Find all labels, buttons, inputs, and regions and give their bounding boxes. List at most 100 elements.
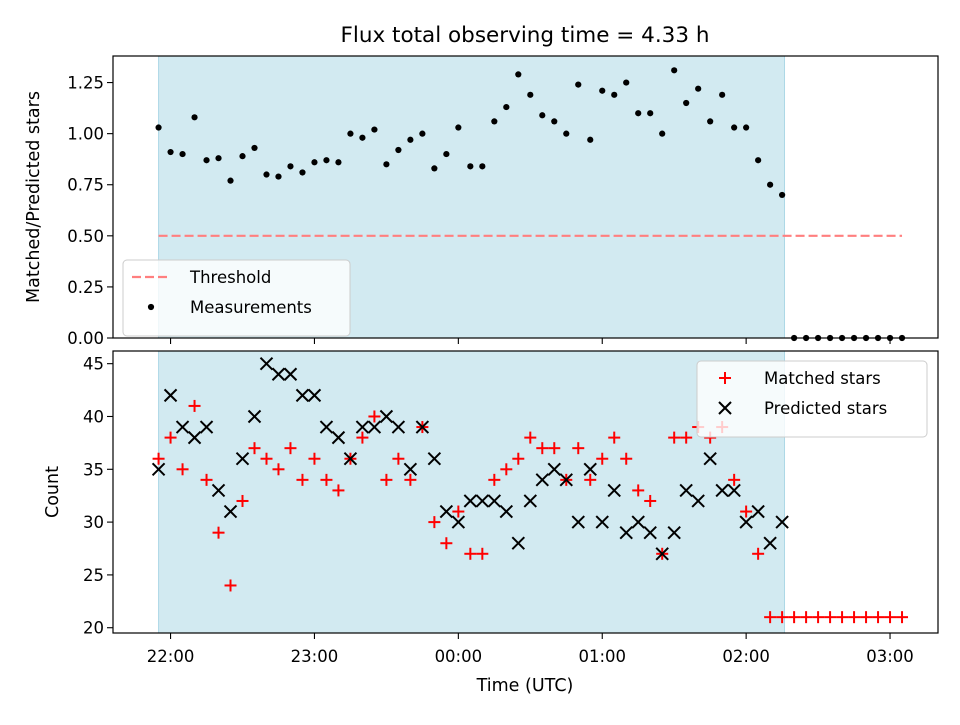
predicted-stars-point <box>595 515 609 529</box>
measurements-point <box>347 130 354 137</box>
matched-stars-point <box>356 431 369 444</box>
x-tick-label: 00:00 <box>435 647 483 666</box>
measurements-point <box>719 91 726 98</box>
predicted-stars-point <box>559 473 573 487</box>
measurements-point <box>311 159 318 166</box>
matched-stars-point <box>632 484 645 497</box>
matched-stars-point <box>764 611 777 624</box>
x-stroke-b <box>535 473 549 487</box>
x-stroke-b <box>283 367 298 381</box>
predicted-stars-point <box>679 483 693 498</box>
matched-stars-point <box>308 452 321 465</box>
predicted-stars-point <box>583 462 597 476</box>
x-stroke-b <box>403 462 418 476</box>
predicted-stars-point <box>703 452 717 466</box>
matched-stars-point <box>392 452 405 465</box>
predicted-stars-point <box>499 504 514 519</box>
matched-stars-point <box>536 442 549 455</box>
measurements-point <box>743 124 750 131</box>
matched-stars-point <box>728 473 741 486</box>
matched-stars-point <box>368 410 381 423</box>
measurements-point <box>647 110 654 117</box>
matched-stars-point <box>512 452 525 465</box>
measurements-point <box>479 163 486 170</box>
x-stroke-b <box>667 525 681 540</box>
matched-stars-point <box>260 452 273 465</box>
measurements-point <box>503 103 510 111</box>
matched-stars-point <box>332 484 345 497</box>
x-stroke-b <box>475 494 490 508</box>
predicted-stars-point <box>151 462 166 476</box>
measurements-point <box>263 171 270 178</box>
y-tick-label: 0.00 <box>67 329 104 348</box>
predicted-stars-point <box>223 504 238 519</box>
x-tick-label: 01:00 <box>578 647 626 666</box>
legend-measurements-swatch <box>147 303 155 311</box>
x-stroke-b <box>511 536 526 550</box>
matched-stars-point <box>428 516 441 529</box>
matched-stars-point <box>284 442 297 455</box>
predicted-stars-point <box>535 473 549 487</box>
predicted-stars-point <box>751 504 765 519</box>
x-stroke-b <box>463 494 478 508</box>
measurements-point <box>155 124 162 131</box>
matched-stars-point <box>668 431 681 444</box>
measurements-point <box>179 150 186 158</box>
bottom-plot-area <box>151 356 909 624</box>
matched-stars-point <box>848 611 861 624</box>
y-tick-label: 45 <box>83 355 104 374</box>
measurements-point <box>239 153 246 160</box>
legend-label: Threshold <box>189 268 271 287</box>
matched-stars-point <box>440 537 453 550</box>
predicted-stars-point <box>727 483 741 498</box>
matched-stars-point <box>476 547 489 560</box>
measurements-point <box>371 126 378 133</box>
measurements-point <box>299 169 306 176</box>
measurements-point <box>539 112 546 119</box>
matched-stars-point <box>488 473 501 486</box>
x-stroke-b <box>343 452 358 466</box>
matched-stars-point <box>500 463 513 476</box>
measurements-point <box>731 124 738 131</box>
measurements-point <box>527 91 534 98</box>
predicted-stars-point <box>331 430 346 445</box>
x-stroke-b <box>439 504 454 519</box>
measurements-point <box>671 67 678 74</box>
bottom-panel: 20 25 30 35 40 45 22:00 23:00 00:00 01:00 02:00 03:… <box>43 350 939 696</box>
measurements-point <box>587 136 594 143</box>
predicted-stars-point <box>463 494 478 508</box>
measurements-point <box>659 130 666 137</box>
measurements-point <box>383 161 390 168</box>
measurements-point <box>575 81 582 88</box>
x-stroke-b <box>619 525 633 540</box>
measurements-point <box>203 157 210 164</box>
predicted-stars-point <box>271 367 286 381</box>
bottom-legend: Matched stars Predicted stars <box>696 360 928 438</box>
measurements-point <box>407 136 414 143</box>
predicted-stars-point <box>283 367 298 381</box>
predicted-stars-point <box>235 452 250 466</box>
predicted-stars-point <box>571 515 585 529</box>
top-y-axis-label: Matched/Predicted stars <box>24 91 44 303</box>
measurements-point <box>443 150 450 158</box>
x-stroke-b <box>259 356 274 371</box>
predicted-stars-point <box>739 515 753 529</box>
y-tick-label: 35 <box>83 460 104 479</box>
matched-stars-point <box>680 431 693 444</box>
y-tick-label: 25 <box>83 566 104 585</box>
x-stroke-b <box>631 515 645 529</box>
predicted-stars-point <box>367 420 382 434</box>
measurements-point <box>623 79 630 86</box>
matched-stars-point <box>884 611 897 624</box>
matched-stars-point <box>248 442 261 455</box>
measurements-point <box>779 191 786 199</box>
y-tick-label: 0.25 <box>67 278 104 297</box>
measurements-point <box>707 118 714 125</box>
measurements-point <box>251 144 258 152</box>
x-stroke-b <box>523 494 538 508</box>
predicted-stars-point <box>355 420 370 434</box>
x-stroke-b <box>679 483 693 498</box>
matched-stars-point <box>212 526 225 539</box>
measurements-point <box>695 85 702 92</box>
